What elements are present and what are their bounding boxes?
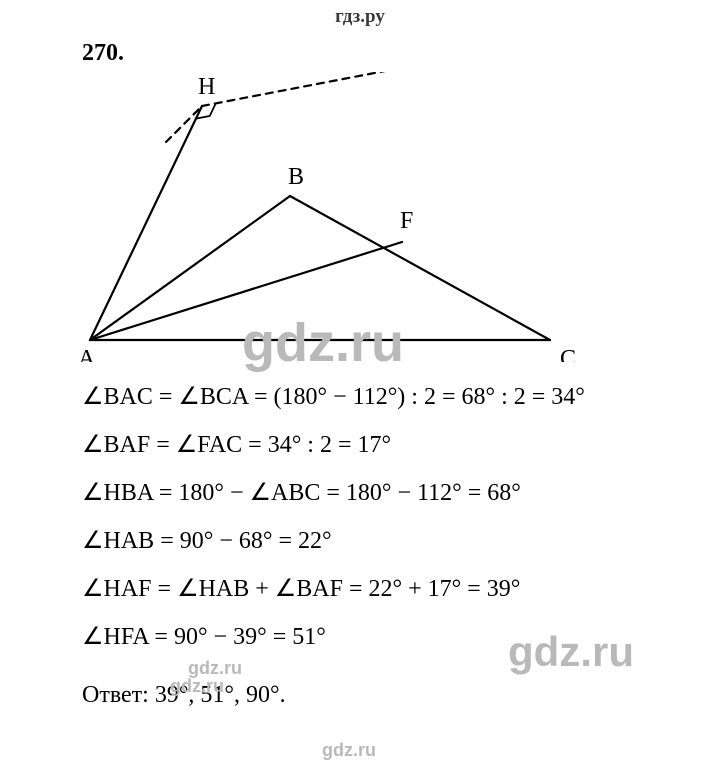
diagram-edge [166, 106, 202, 142]
diagram-edge [90, 242, 402, 340]
diagram-edge [202, 72, 432, 106]
answer-line: Ответ: 39°, 51°, 90°. [82, 682, 286, 709]
point-label-A: A [78, 346, 96, 362]
point-label-H: H [198, 74, 215, 100]
solution-line: ∠BAF = ∠FAC = 34° : 2 = 17° [82, 430, 391, 459]
geometry-diagram: A H B F C [72, 72, 582, 362]
watermark: gdz.ru [322, 740, 376, 761]
solution-line: ∠HAF = ∠HAB + ∠BAF = 22° + 17° = 39° [82, 574, 520, 603]
solution-line: ∠HAB = 90° − 68° = 22° [82, 526, 332, 555]
point-label-B: B [288, 164, 304, 190]
diagram-edge [90, 196, 290, 340]
diagram-edge [90, 106, 202, 340]
site-name: гдз.ру [335, 6, 385, 27]
site-header: гдз.ру [0, 6, 720, 28]
point-label-F: F [400, 208, 413, 234]
problem-number: 270. [82, 40, 124, 67]
solution-line: ∠BAC = ∠BCA = (180° − 112°) : 2 = 68° : … [82, 382, 585, 411]
point-label-C: C [560, 346, 576, 362]
diagram-edge [290, 196, 550, 340]
watermark: gdz.ru [508, 628, 634, 676]
solution-line: ∠HBA = 180° − ∠ABC = 180° − 112° = 68° [82, 478, 521, 507]
solution-line: ∠HFA = 90° − 39° = 51° [82, 622, 326, 651]
watermark: gdz.ru [188, 658, 242, 679]
